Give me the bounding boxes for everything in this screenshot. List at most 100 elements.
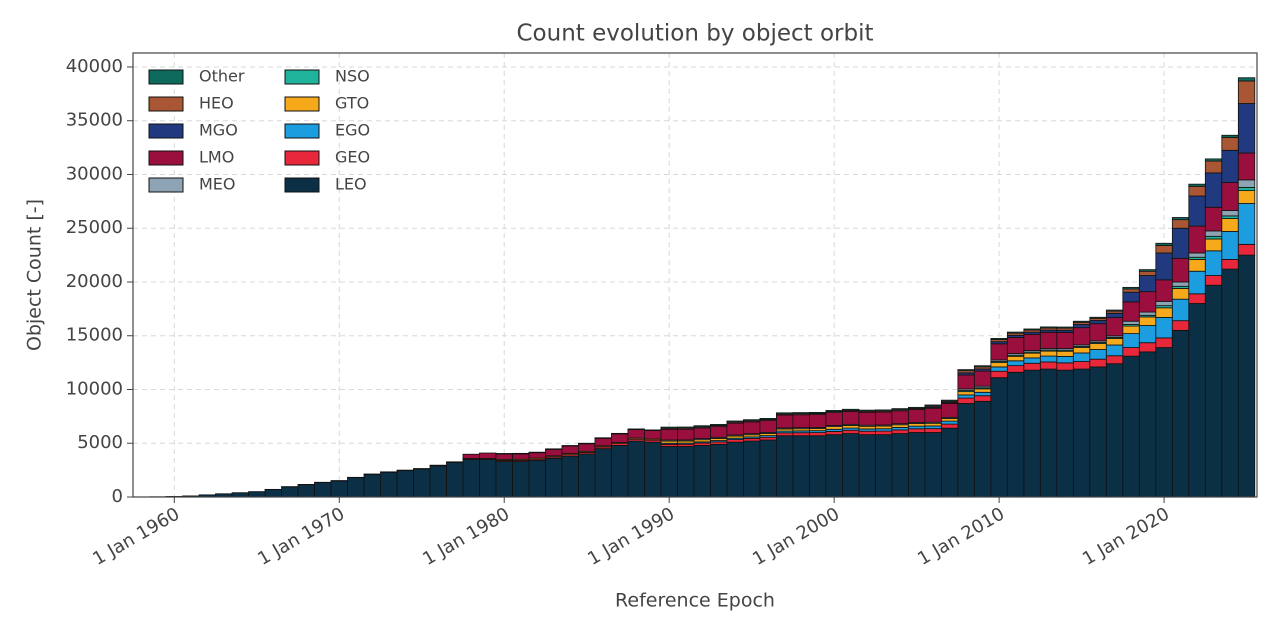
bar-segment (495, 461, 513, 498)
bar-segment (1122, 325, 1140, 334)
bar-segment (1204, 172, 1223, 208)
bar-segment (1122, 347, 1140, 357)
bar-segment (842, 429, 860, 434)
bar-segment (825, 410, 843, 412)
bar-segment (1138, 269, 1157, 272)
bar-segment (1138, 270, 1157, 276)
bar-segment (1056, 350, 1074, 357)
bar-segment (1138, 291, 1157, 313)
bar-segment (677, 426, 695, 429)
bar-segment (825, 431, 843, 436)
legend-label: MGO (199, 121, 238, 140)
bar-segment (1006, 360, 1025, 367)
bar-segment (957, 394, 975, 399)
bar-segment (1171, 320, 1190, 331)
bar-segment (842, 425, 860, 429)
bar-segment (1221, 134, 1239, 138)
bar-segment (1188, 225, 1206, 254)
bar-segment (528, 452, 546, 459)
bar-segment (940, 420, 959, 425)
bar-segment (874, 425, 893, 430)
bar-segment (627, 428, 645, 430)
bar-segment (1105, 317, 1124, 337)
legend-label: NSO (335, 67, 370, 86)
bar-segment (924, 432, 942, 498)
bar-segment (1171, 219, 1190, 229)
bar-segment (858, 434, 876, 498)
bar-segment (809, 432, 827, 437)
x-tick-label: 1 Jan 1980 (419, 503, 513, 569)
legend-swatch (284, 150, 320, 166)
bar-segment (973, 391, 992, 397)
bar-segment (1072, 320, 1091, 323)
bar-segment (627, 440, 645, 498)
bar-segment (907, 428, 926, 433)
bar-segment (1122, 291, 1140, 303)
bar-segment (1056, 326, 1074, 329)
bar-segment (1122, 288, 1140, 293)
bar-segment (792, 432, 810, 437)
bar-segment (776, 435, 794, 498)
bar-segment (1188, 252, 1206, 258)
bar-segment (759, 439, 777, 498)
legend-swatch (148, 96, 184, 112)
bar-segment (429, 464, 447, 467)
bar-segment (446, 462, 464, 498)
bar-segment (693, 427, 711, 440)
bar-segment (1072, 368, 1091, 498)
bar-segment (1237, 190, 1256, 204)
bar-segment (1006, 355, 1025, 362)
bar-segment (990, 338, 1008, 340)
bar-segment (1039, 368, 1058, 498)
bar-segment (1072, 327, 1091, 346)
bar-segment (874, 430, 893, 436)
bar-segment (1237, 152, 1256, 181)
bar-segment (1221, 182, 1239, 211)
bar-segment (1122, 320, 1140, 325)
bar-segment (1138, 351, 1157, 498)
bar-segment (1204, 206, 1223, 232)
y-tick-label: 35000 (66, 110, 123, 131)
bar-segment (891, 408, 909, 411)
bar-segment (281, 486, 299, 498)
bar-segment (907, 423, 926, 427)
bar-segment (644, 441, 662, 498)
legend-label: LMO (199, 148, 234, 167)
bar-segment (1155, 307, 1173, 318)
bar-segment (776, 412, 794, 415)
bar-segment (1006, 365, 1025, 373)
bar-segment (759, 436, 777, 441)
bar-segment (611, 444, 629, 498)
legend-swatch (148, 69, 184, 85)
bar-segment (759, 420, 777, 433)
bar-segment (1188, 195, 1206, 227)
bar-segment (627, 429, 645, 439)
bar-segment (1155, 317, 1173, 339)
bar-segment (396, 469, 414, 472)
bar-segment (528, 460, 546, 498)
bar-segment (611, 433, 629, 443)
bar-segment (1171, 329, 1190, 498)
y-axis-label: Object Count [-] (24, 199, 46, 351)
bar-segment (1204, 284, 1223, 498)
bar-segment (1221, 268, 1239, 498)
bar-segment (1188, 270, 1206, 295)
bar-segment (1188, 259, 1206, 272)
bar-segment (1056, 369, 1074, 498)
bar-segment (545, 457, 563, 498)
y-tick-label: 10000 (66, 378, 123, 399)
bar-segment (1237, 243, 1256, 256)
bar-segment (1188, 185, 1206, 197)
bar-segment (1056, 355, 1074, 364)
y-tick-label: 20000 (66, 271, 123, 292)
bar-segment (924, 407, 942, 423)
bar-segment (561, 445, 579, 454)
bar-segment (1188, 303, 1206, 498)
bar-segment (858, 411, 876, 426)
legend-swatch (284, 96, 320, 112)
bar-segment (891, 429, 909, 434)
bar-segment (891, 424, 909, 428)
bar-segment (1221, 259, 1239, 270)
bar-segment (1155, 242, 1173, 246)
bar-segment (512, 453, 530, 460)
